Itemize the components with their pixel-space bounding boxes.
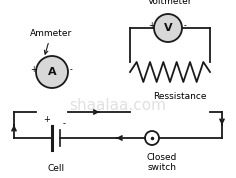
Circle shape (36, 56, 68, 88)
Text: A: A (48, 67, 56, 77)
Text: +: + (44, 115, 51, 124)
Text: Ammeter: Ammeter (30, 29, 72, 54)
Text: shaalaa.com: shaalaa.com (69, 98, 167, 112)
Text: -: - (184, 22, 186, 30)
Text: +: + (30, 66, 36, 75)
Text: V: V (164, 23, 172, 33)
Text: -: - (70, 66, 72, 75)
Text: -: - (63, 119, 66, 128)
Text: Closed
switch: Closed switch (147, 153, 177, 172)
Text: Ressistance: Ressistance (153, 92, 207, 101)
Circle shape (154, 14, 182, 42)
Text: Cell: Cell (47, 164, 65, 173)
Text: +: + (148, 22, 154, 30)
Text: Voltmeter: Voltmeter (148, 0, 192, 6)
